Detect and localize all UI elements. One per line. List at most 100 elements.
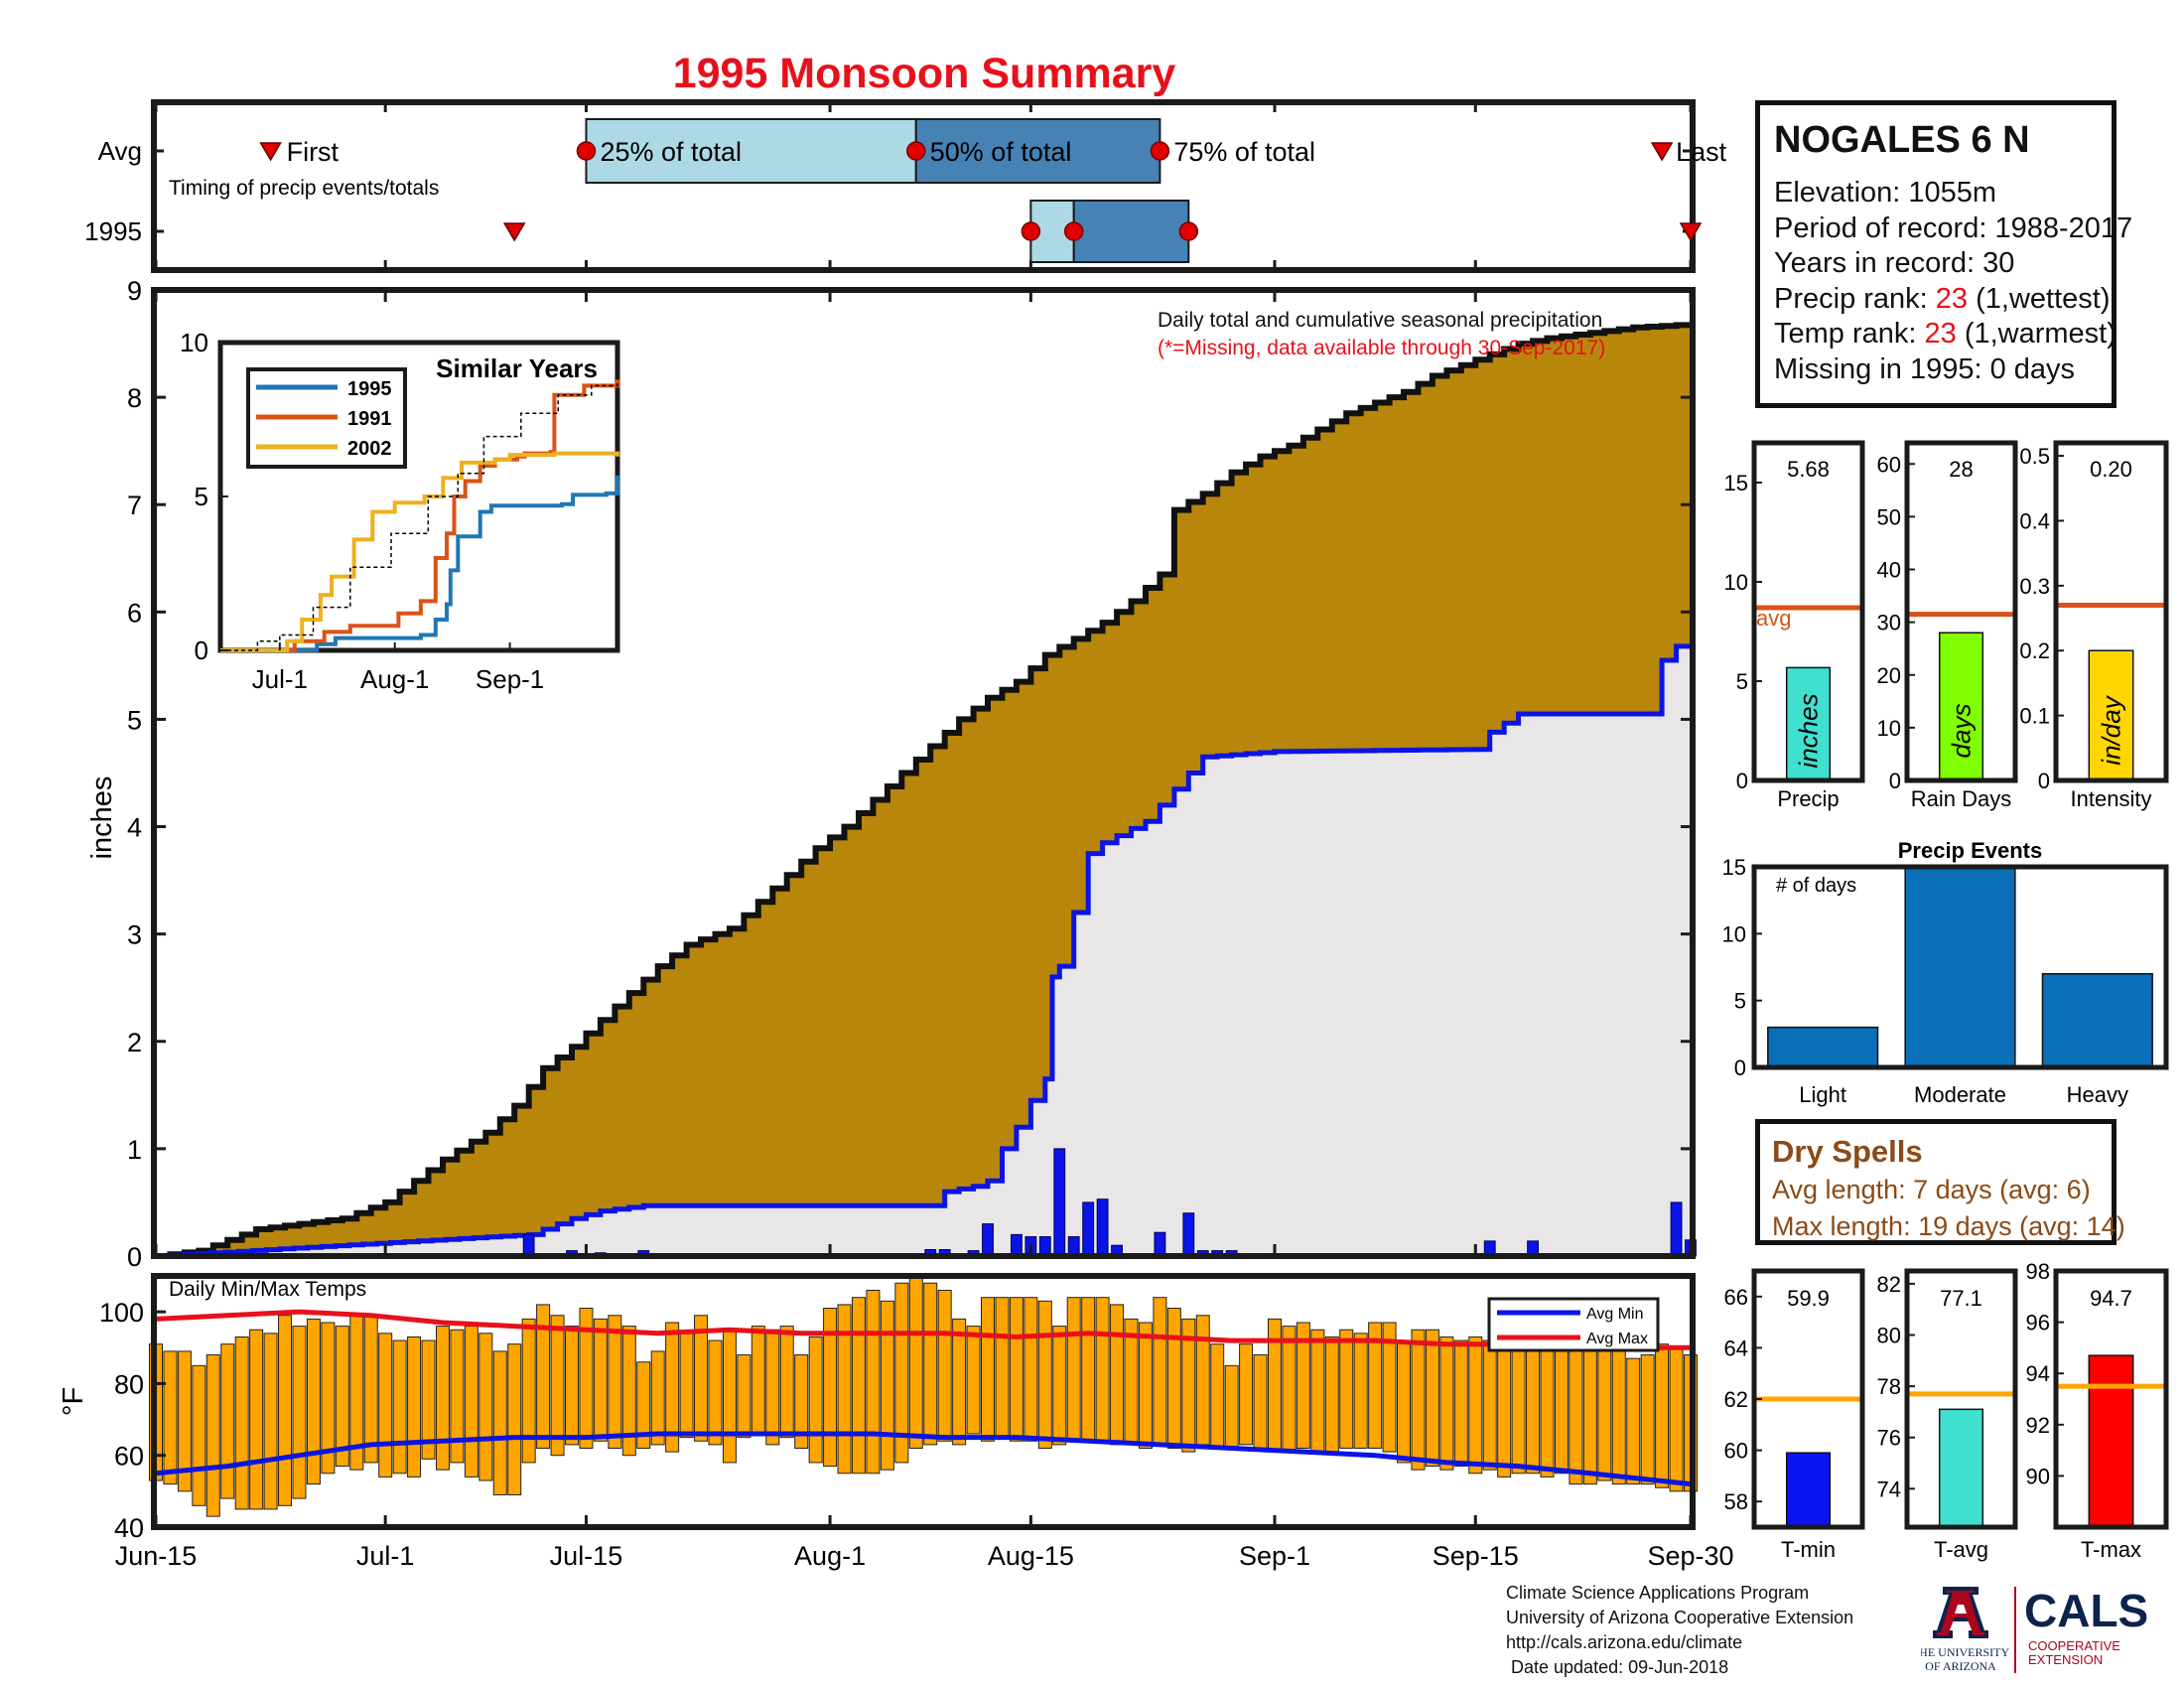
footer-credits: Climate Science Applications Program Uni… [1506,1581,1903,1680]
daily-temp-bar [292,1326,307,1499]
temp-rank-value: 23 [1924,318,1957,350]
inset-series-2002 [220,451,619,652]
small-chart-ytick-label: 60 [1724,1439,1748,1464]
daily-temp-bar [1095,1297,1110,1442]
temps-legend-box [1487,1297,1660,1352]
dry-spells-max-length: Max length: 19 days (avg: 14) [1772,1211,2125,1241]
inset-xtick-label: Jul-1 [252,664,308,694]
daily-temp-bar [1353,1333,1368,1449]
precip-rank: Precip rank: 23 (1,wettest) [1774,282,2111,318]
small-chart-ytick-label: 60 [1877,452,1901,477]
inset-legend-label: 1991 [347,408,392,430]
precip-panel-frame [151,287,1696,1259]
daily-temp-bar [278,1315,293,1506]
timing-quantile-marker [906,141,926,161]
events-ytick-label: 15 [1722,855,1746,880]
daily-temp-bar [249,1329,264,1510]
daily-temp-bar [1339,1329,1354,1449]
daily-precip-bar [1082,1201,1095,1257]
arizona-a-logo [1933,1587,1988,1638]
small-chart-ytick-label: 74 [1877,1477,1901,1501]
daily-temp-bar [722,1329,737,1464]
inset-ytick-label: 0 [195,635,208,665]
daily-temp-bar [866,1289,881,1475]
small-chart-ytick-label: 0 [1736,769,1748,793]
timing-quantile-marker [1178,221,1199,241]
small-chart-ytick-label: 92 [2026,1413,2050,1438]
daily-temp-bar [407,1336,422,1477]
events-ytick-label: 10 [1722,921,1746,946]
daily-temp-bar [435,1326,450,1471]
timing-note: Timing of precip events/totals [169,177,439,200]
avg-max-line [155,1309,1691,1350]
inset-series-1991 [220,379,619,652]
daily-precip-bar [522,1233,535,1257]
temps-title: Daily Min/Max Temps [169,1278,366,1301]
daily-temp-bar [636,1361,651,1449]
small-chart-value-precip: 5.68 [1787,457,1830,482]
logo-coop-line1: COOPERATIVE [2028,1638,2120,1653]
daily-temp-bar [536,1304,551,1449]
daily-precip-bar [1010,1233,1023,1257]
small-chart-ytick-label: 78 [1877,1374,1901,1399]
temps-legend-max: Avg Max [1586,1331,1648,1347]
station-period: Period of record: 1988-2017 [1774,211,2133,244]
daily-temp-bar [894,1282,909,1464]
daily-temp-bar [1453,1339,1468,1468]
small-chart-frame-tmax [2053,1268,2169,1530]
daily-temp-bar [1640,1354,1655,1485]
daily-temp-bar [378,1333,393,1477]
daily-temp-bar [1468,1336,1483,1475]
daily-temp-bar [1239,1343,1254,1446]
events-title: Precip Events [1898,838,2043,863]
small-chart-ytick-label: 90 [2026,1464,2050,1488]
timing-quantile-marker [576,141,597,161]
daily-temp-bar [492,1350,507,1495]
daily-temp-bar [1166,1308,1181,1449]
timing-last-marker [1679,222,1703,242]
events-category-label: Heavy [2067,1082,2128,1107]
small-chart-ytick-label: 0.1 [2019,704,2050,729]
daily-temp-bar [1511,1336,1526,1475]
events-bar-moderate [1904,866,2016,1068]
figure-title: 1995 Monsoon Summary [673,50,1176,97]
daily-temp-bar [1153,1297,1167,1446]
daily-precip-bar [982,1223,994,1257]
small-chart-ytick-label: 66 [1724,1285,1748,1310]
daily-temp-bar [1282,1326,1297,1453]
dry-spells-box: Dry Spells Avg length: 7 days (avg: 6) M… [1755,1119,2125,1245]
daily-temp-bar [1296,1322,1310,1449]
missing-days: Missing in 1995: 0 days [1774,352,2076,385]
small-chart-bar-tavg [1938,1408,1984,1528]
daily-temp-bar [392,1339,407,1475]
daily-temp-bar [1253,1354,1268,1449]
small-chart-ytick-label: 80 [1877,1324,1901,1348]
temps-panel: 40 60 80 100 Jun-15 Jul-1 Jul-15 Aug-1 Aug-15 Sep… [58,1273,1734,1571]
x-axis-tick-label: Jul-15 [550,1541,623,1571]
daily-temp-bar [1397,1339,1412,1464]
logo-ua-line2: OF ARIZONA [1925,1659,1996,1673]
small-chart-value-raindays: 28 [1949,457,1973,482]
temps-ylabel: °F [58,1387,89,1416]
daily-temp-bar [363,1315,378,1464]
timing-quantile-marker [1021,221,1041,241]
daily-temp-bar [708,1339,723,1446]
inset-xtick-label: Aug-1 [360,664,429,694]
small-chart-ytick-label: 30 [1877,611,1901,635]
precip-ytick-label: 7 [127,491,142,520]
daily-temp-bar [966,1326,981,1435]
small-chart-ytick-label: 10 [1724,570,1748,595]
daily-temp-bar [205,1354,220,1517]
daily-temp-bar [1009,1297,1024,1442]
inset-series-1995 [220,475,619,652]
timing-row-label-avg: Avg [98,136,142,166]
similar-years-inset: 0 5 10 Jul-1 Aug-1 Sep-1 Similar Years 1995 1991… [180,328,620,694]
events-ytick-label: 5 [1734,989,1746,1014]
events-category-label: Light [1799,1082,1846,1107]
daily-temp-bar [335,1326,349,1468]
daily-temp-bar [163,1350,178,1485]
daily-temp-bar [1597,1339,1612,1481]
daily-temp-bar [1037,1300,1052,1449]
x-axis-tick-label: Jul-1 [356,1541,415,1571]
